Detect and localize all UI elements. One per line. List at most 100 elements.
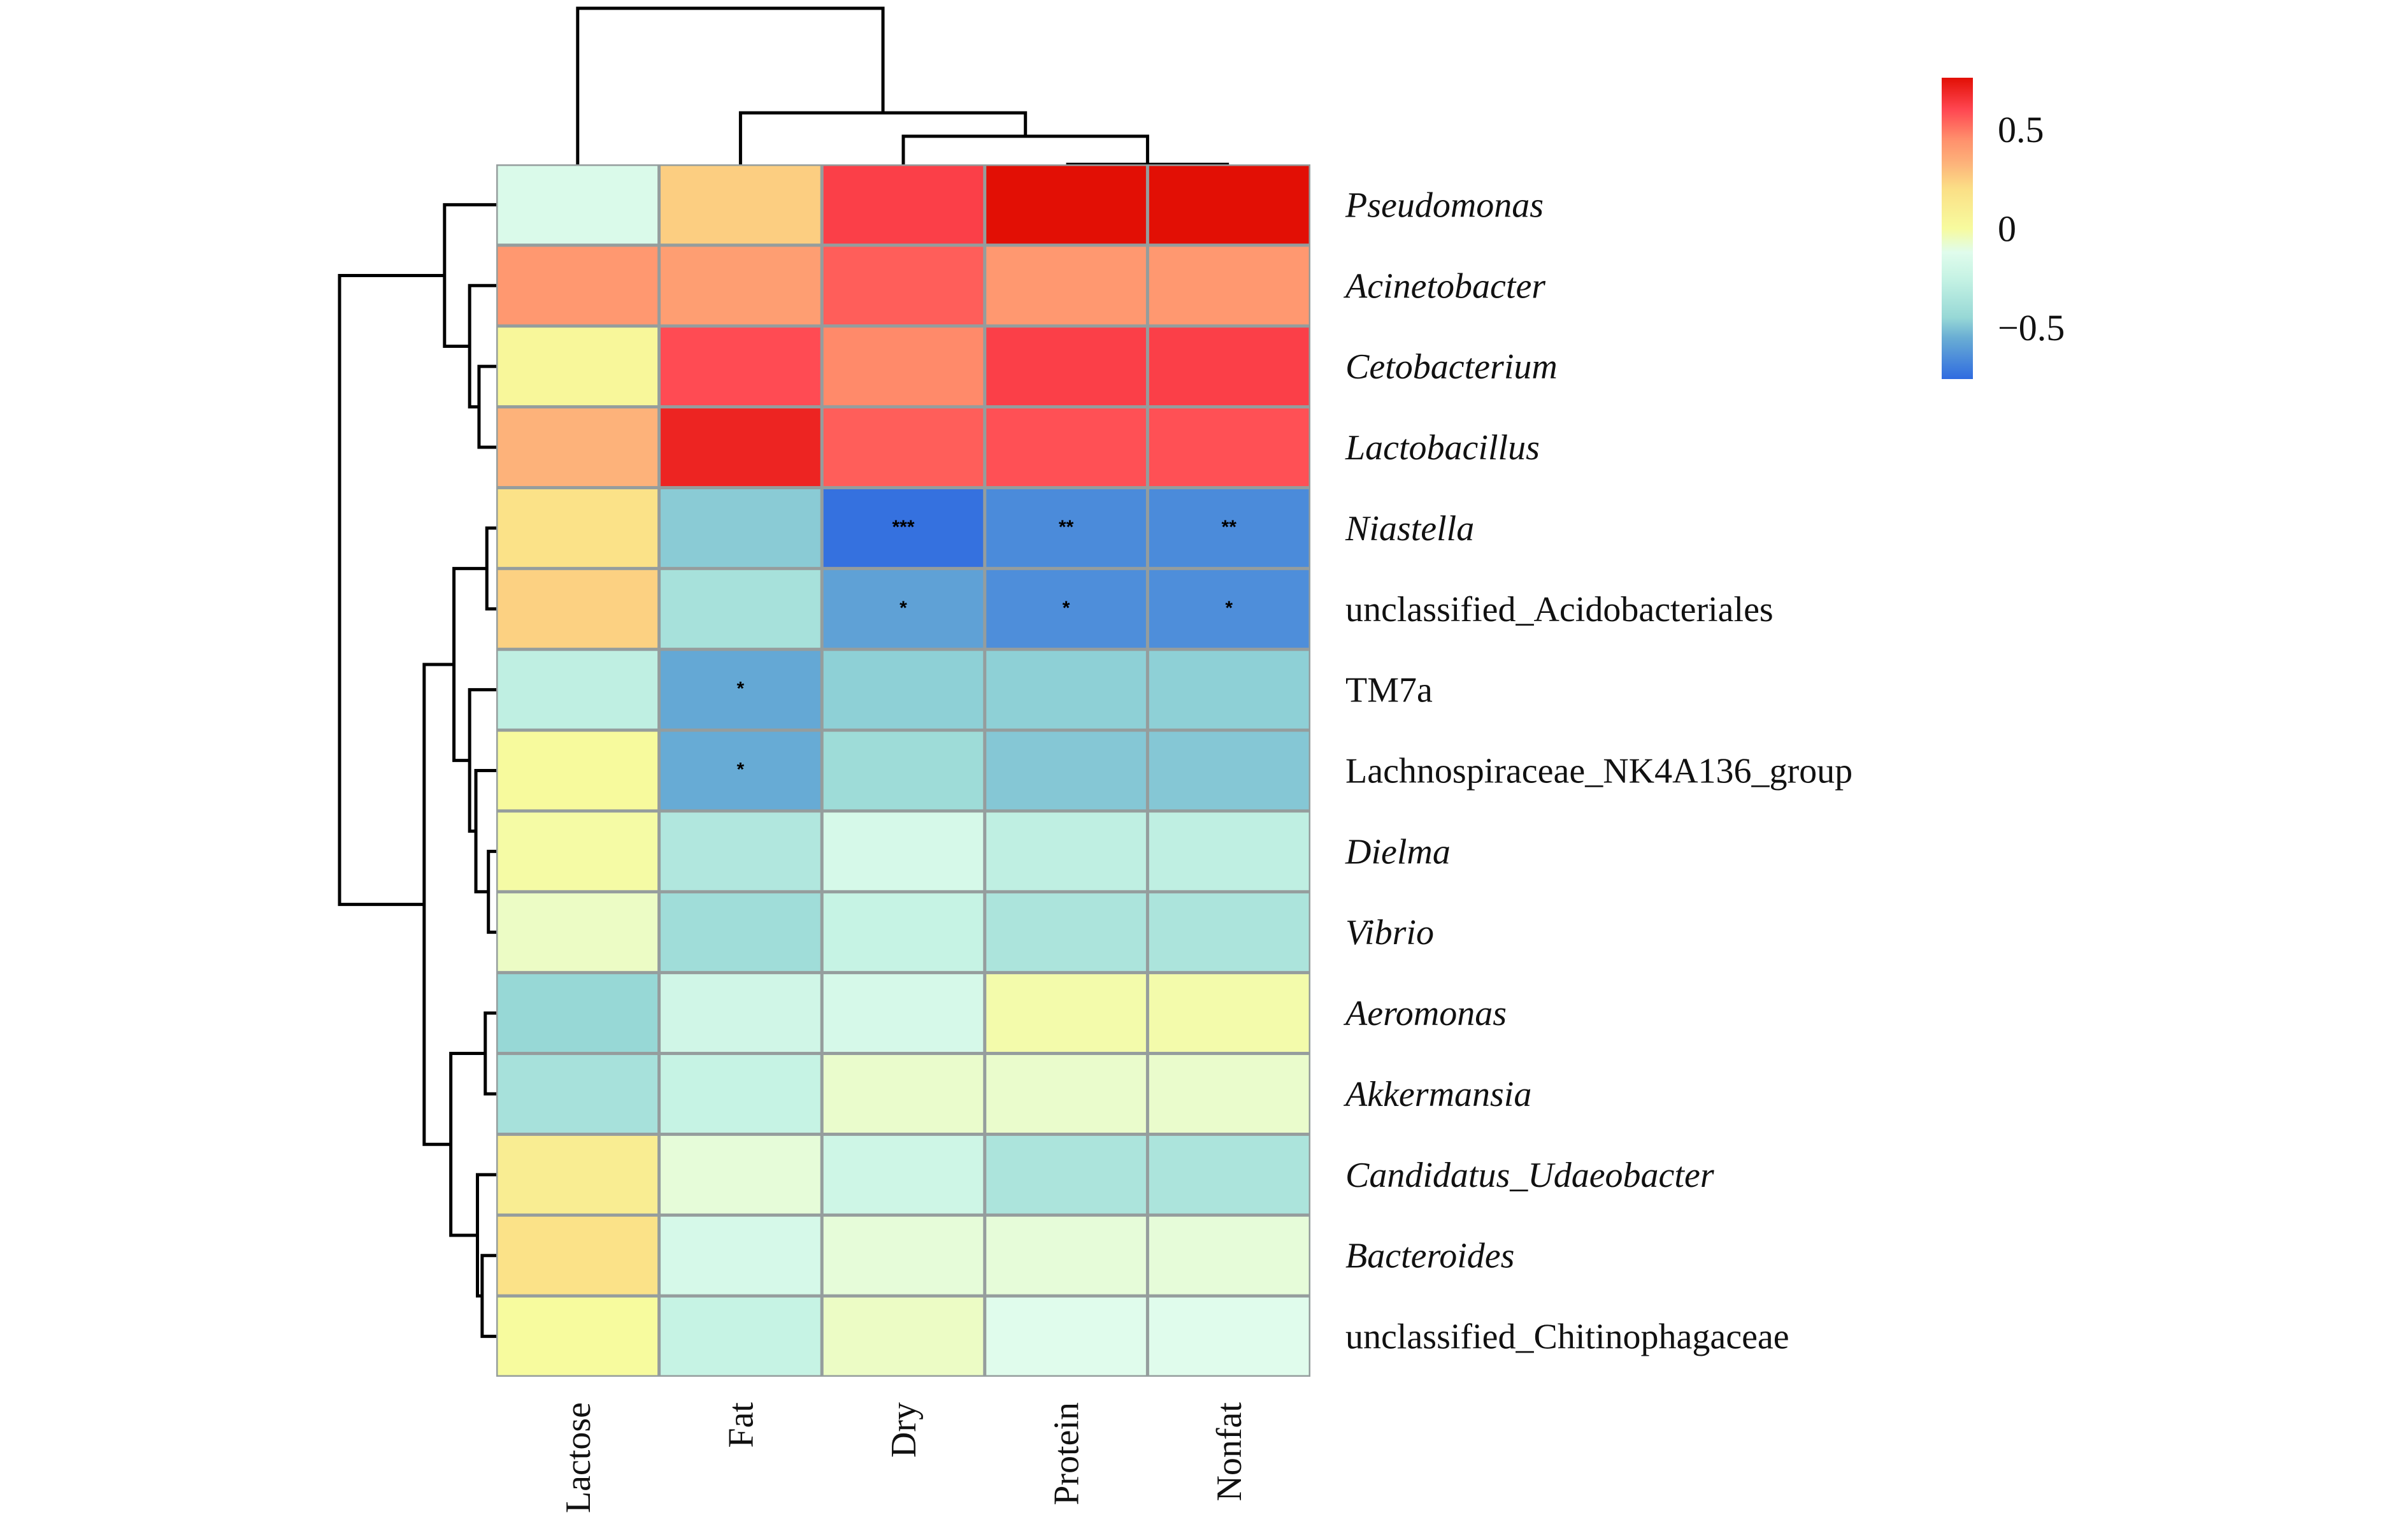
row-labels: Pseudomonas Acinetobacter Cetobacterium Lac… [1343, 185, 1853, 1356]
heatmap-cell [661, 327, 821, 406]
heatmap-cell [986, 247, 1146, 325]
column-dendrogram-branch [901, 134, 1149, 164]
heatmap-cell [823, 166, 984, 244]
heatmap-cell [986, 489, 1146, 567]
heatmap-cell [986, 974, 1146, 1052]
heatmap-cell [498, 166, 658, 244]
heatmap-cell [661, 489, 821, 567]
heatmap-cell [498, 893, 658, 972]
heatmap-cell [498, 570, 658, 648]
row-dendrogram-branch [477, 364, 496, 449]
row-dendrogram-branch [487, 849, 496, 934]
row-dendrogram-branch [474, 769, 496, 894]
column-label: Nonfat [1210, 1402, 1249, 1502]
column-label: Fat [721, 1402, 761, 1448]
heatmap-cell [1149, 650, 1309, 729]
heatmap-cell [661, 812, 821, 891]
heatmap-cell [1149, 327, 1309, 406]
heatmap-cell [661, 1055, 821, 1133]
column-labels: Lactose Fat Dry Protein Nonfat [559, 1402, 1249, 1514]
row-dendrogram-branch [468, 688, 496, 833]
heatmap-cell [1149, 812, 1309, 891]
column-dendrogram [576, 6, 1229, 166]
heatmap-cell [823, 650, 984, 729]
heatmap-cell [498, 1297, 658, 1375]
colorbar-tick-label: 0 [1998, 208, 2016, 250]
heatmap-cell [661, 1297, 821, 1375]
colorbar-legend: 0.5 0 −0.5 [1942, 78, 2065, 379]
heatmap-cell [661, 650, 821, 729]
column-dendrogram-branch [576, 6, 885, 164]
row-label: Aeromonas [1343, 994, 1507, 1033]
heatmap-cell [823, 327, 984, 406]
row-dendrogram-branch [449, 1052, 485, 1237]
heatmap-cell [986, 166, 1146, 244]
heatmap-cell [498, 489, 658, 567]
column-label: Lactose [559, 1402, 598, 1513]
heatmap-cell [986, 1297, 1146, 1375]
significance-mark: ** [1222, 517, 1237, 538]
heatmap-cell [498, 731, 658, 810]
row-label: Lactobacillus [1345, 428, 1540, 468]
heatmap-cell [498, 650, 658, 729]
heatmap-cell [1149, 408, 1309, 486]
heatmap-cell [661, 570, 821, 648]
heatmap-cell [986, 570, 1146, 648]
row-dendrogram-branch [480, 1254, 496, 1339]
colorbar-gradient [1942, 78, 1973, 379]
heatmap-cell [498, 974, 658, 1052]
heatmap-cell [986, 812, 1146, 891]
row-label: Vibrio [1345, 913, 1434, 952]
heatmap-cell [823, 1135, 984, 1214]
significance-mark: ** [1059, 517, 1074, 538]
heatmap-cell [661, 974, 821, 1052]
row-label: Cetobacterium [1345, 347, 1558, 387]
row-dendrogram-branch [338, 273, 445, 907]
significance-mark: *** [892, 517, 914, 538]
heatmap-cell [1149, 570, 1309, 648]
column-label: Dry [884, 1402, 924, 1458]
significance-mark: * [1225, 598, 1233, 619]
heatmap-cell [823, 812, 984, 891]
heatmap-cell [986, 1216, 1146, 1295]
heatmap-cell [1149, 1216, 1309, 1295]
heatmap-cell [1149, 247, 1309, 325]
row-label: unclassified_Acidobacteriales [1345, 590, 1774, 629]
column-dendrogram-branch [738, 111, 1028, 164]
heatmap-cell [986, 408, 1146, 486]
heatmap-cell [498, 1216, 658, 1295]
heatmap-cell [823, 570, 984, 648]
heatmap-cell [498, 247, 658, 325]
heatmap-cell [498, 408, 658, 486]
heatmap-cell [661, 166, 821, 244]
row-dendrogram-branch [468, 284, 496, 409]
significance-mark: * [899, 598, 907, 619]
row-label: Bacteroides [1345, 1237, 1514, 1276]
heatmap-cell [498, 1055, 658, 1133]
heatmap-cell [1149, 1297, 1309, 1375]
heatmap-cell [823, 731, 984, 810]
row-label: Lachnospiraceae_NK4A136_group [1345, 752, 1853, 791]
row-dendrogram-branch [475, 1173, 496, 1298]
heatmap-cell [986, 327, 1146, 406]
row-label: Niastella [1345, 509, 1474, 549]
heatmap-cell [1149, 489, 1309, 567]
heatmap-cell [1149, 974, 1309, 1052]
heatmap-cell [1149, 1135, 1309, 1214]
column-label: Protein [1047, 1402, 1087, 1505]
heatmap-cell [661, 1135, 821, 1214]
row-dendrogram-branch [485, 526, 496, 611]
significance-marks: *** ** *** * *** [737, 517, 1237, 780]
row-dendrogram [338, 203, 496, 1339]
heatmap-cell [986, 650, 1146, 729]
heatmap-cell [498, 1135, 658, 1214]
heatmap-cell [986, 1055, 1146, 1133]
heatmap-cell [823, 974, 984, 1052]
heatmap-cells [496, 164, 1310, 1377]
heatmap-cell [661, 731, 821, 810]
heatmap-cell [661, 247, 821, 325]
heatmap-cell [823, 1055, 984, 1133]
row-label: Akkermansia [1343, 1075, 1531, 1114]
row-label: Dielma [1345, 832, 1451, 872]
